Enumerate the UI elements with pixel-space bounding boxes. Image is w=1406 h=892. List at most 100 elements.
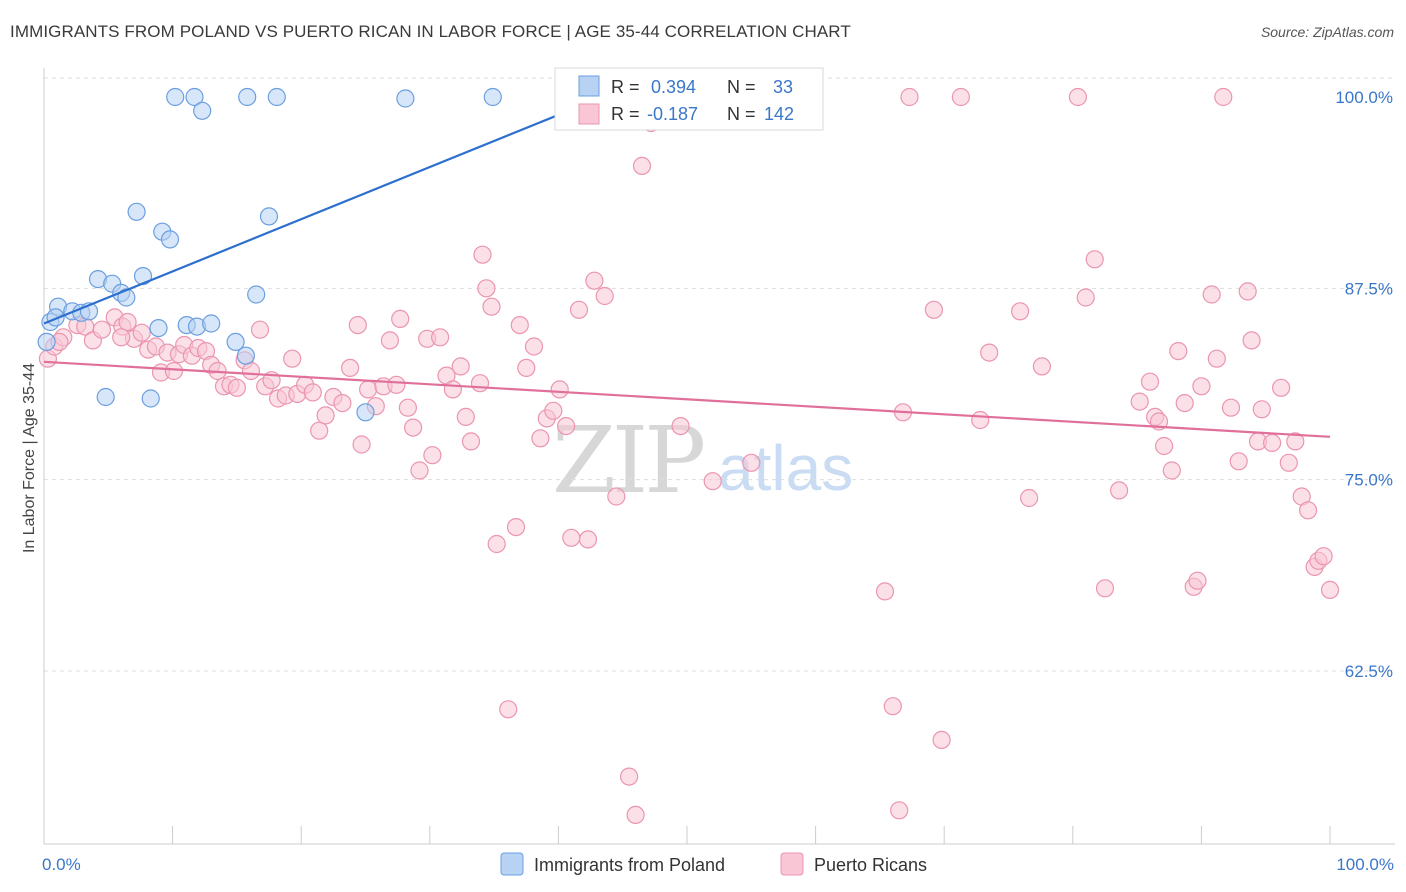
puerto-ricans-point-49 xyxy=(387,375,406,394)
y-tick-label: 75.0% xyxy=(1345,471,1393,490)
puerto-ricans-point-37 xyxy=(303,383,322,402)
x-ticks xyxy=(43,826,1331,844)
axes xyxy=(43,68,1395,845)
puerto-ricans-point-115 xyxy=(1175,394,1194,413)
puerto-ricans-point-51 xyxy=(398,398,417,417)
bottom-legend: Immigrants from Poland Puerto Ricans xyxy=(500,852,927,876)
puerto-ricans-point-61 xyxy=(461,432,481,451)
puerto-ricans-point-43 xyxy=(348,316,367,335)
puerto-ricans-point-53 xyxy=(410,461,429,480)
puerto-ricans-point-65 xyxy=(487,534,506,554)
poland-point-7 xyxy=(127,202,146,221)
stats-legend-box xyxy=(554,67,824,131)
puerto-ricans-point-59 xyxy=(451,357,470,376)
trendlines xyxy=(43,111,1331,438)
puerto-ricans-point-125 xyxy=(1242,331,1261,350)
y-tick-labels: 100.0% 87.5% 75.0% 62.5% xyxy=(1335,88,1393,681)
puerto-ricans-point-139 xyxy=(473,245,492,264)
stats-n-label-1: N = xyxy=(727,77,756,97)
poland-point-16 xyxy=(247,285,266,304)
puerto-ricans-point-127 xyxy=(1252,400,1271,419)
poland-point-5 xyxy=(483,87,502,107)
source-credit: Source: ZipAtlas.com xyxy=(1260,24,1394,40)
puerto-ricans-point-29 xyxy=(250,320,270,339)
puerto-ricans-point-52 xyxy=(404,418,423,437)
puerto-ricans-point-34 xyxy=(283,349,302,368)
puerto-ricans-point-56 xyxy=(431,328,450,347)
puerto-ricans-point-88 xyxy=(742,453,761,472)
puerto-ricans-point-102 xyxy=(1019,488,1039,508)
poland-point-3 xyxy=(267,87,286,107)
poland-point-23 xyxy=(149,319,168,338)
puerto-ricans-point-130 xyxy=(1279,453,1298,472)
puerto-ricans-point-136 xyxy=(1314,547,1333,566)
series-immigrants-from-poland xyxy=(37,87,502,422)
puerto-ricans-point-109 xyxy=(1140,372,1160,391)
puerto-ricans-point-96 xyxy=(924,300,944,319)
puerto-ricans-point-28 xyxy=(241,361,261,381)
puerto-ricans-point-108 xyxy=(1109,481,1129,500)
stats-r-label-2: R = xyxy=(611,104,640,124)
y-tick-label: 100.0% xyxy=(1335,88,1393,107)
puerto-ricans-point-105 xyxy=(1076,288,1095,307)
puerto-ricans-point-113 xyxy=(1162,461,1181,480)
watermark-atlas: atlas xyxy=(718,432,853,504)
legend-label-poland: Immigrants from Poland xyxy=(534,855,725,875)
puerto-ricans-point-77 xyxy=(569,300,589,319)
puerto-ricans-point-76 xyxy=(562,528,581,547)
puerto-ricans-point-11 xyxy=(132,323,151,342)
puerto-ricans-point-129 xyxy=(1271,378,1291,397)
puerto-ricans-point-70 xyxy=(524,337,544,356)
puerto-ricans-point-67 xyxy=(506,517,526,537)
puerto-ricans-point-50 xyxy=(391,309,410,328)
chart-title: IMMIGRANTS FROM POLAND VS PUERTO RICAN I… xyxy=(10,22,851,41)
puerto-ricans-point-98 xyxy=(951,87,971,107)
puerto-ricans-point-83 xyxy=(626,805,645,825)
poland-point-10 xyxy=(259,207,279,226)
puerto-ricans-point-63 xyxy=(477,279,496,298)
puerto-ricans-point-114 xyxy=(1169,342,1188,361)
puerto-ricans-point-92 xyxy=(883,697,902,716)
poland-point-0 xyxy=(166,87,185,107)
legend-swatch-puerto-ricans xyxy=(780,852,804,876)
puerto-ricans-point-93 xyxy=(890,801,909,820)
puerto-ricans-point-6 xyxy=(92,320,112,339)
puerto-ricans-point-104 xyxy=(1068,87,1088,107)
puerto-ricans-point-119 xyxy=(1202,285,1221,304)
puerto-ricans-point-16 xyxy=(164,361,183,381)
puerto-ricans-point-60 xyxy=(456,407,475,426)
puerto-ricans-point-48 xyxy=(380,331,399,350)
puerto-ricans-point-107 xyxy=(1095,579,1115,598)
puerto-ricans-point-73 xyxy=(544,401,563,420)
puerto-ricans-point-91 xyxy=(875,582,895,601)
poland-point-28 xyxy=(236,346,255,365)
poland-point-2 xyxy=(238,87,257,107)
puerto-ricans-point-106 xyxy=(1085,250,1104,269)
puerto-ricans-point-141 xyxy=(112,328,131,347)
puerto-ricans-point-39 xyxy=(316,406,335,425)
puerto-ricans-point-97 xyxy=(932,730,951,750)
poland-point-9 xyxy=(160,230,180,249)
poland-point-29 xyxy=(96,387,115,407)
puerto-ricans-point-44 xyxy=(352,435,371,454)
poland-point-32 xyxy=(37,332,56,351)
puerto-ricans-point-138 xyxy=(1130,392,1149,411)
puerto-ricans-point-99 xyxy=(971,410,990,430)
legend-swatch-poland xyxy=(500,852,524,876)
x-tick-label-max: 100.0% xyxy=(1336,855,1394,874)
puerto-ricans-point-68 xyxy=(510,316,529,335)
trendline-puerto-ricans xyxy=(43,360,1331,438)
puerto-ricans-point-41 xyxy=(333,394,352,413)
puerto-ricans-point-117 xyxy=(1188,571,1207,590)
puerto-ricans-point-81 xyxy=(607,487,626,506)
poland-point-4 xyxy=(396,89,415,108)
stats-swatch-blue xyxy=(578,75,600,97)
poland-point-31 xyxy=(356,403,375,422)
puerto-ricans-point-58 xyxy=(443,380,462,399)
puerto-ricans-point-42 xyxy=(341,358,360,377)
puerto-ricans-point-78 xyxy=(578,530,598,549)
y-axis-label: In Labor Force | Age 35-44 xyxy=(21,363,38,553)
puerto-ricans-point-45 xyxy=(359,380,378,399)
puerto-ricans-point-71 xyxy=(531,429,550,448)
puerto-ricans-point-79 xyxy=(585,271,604,290)
